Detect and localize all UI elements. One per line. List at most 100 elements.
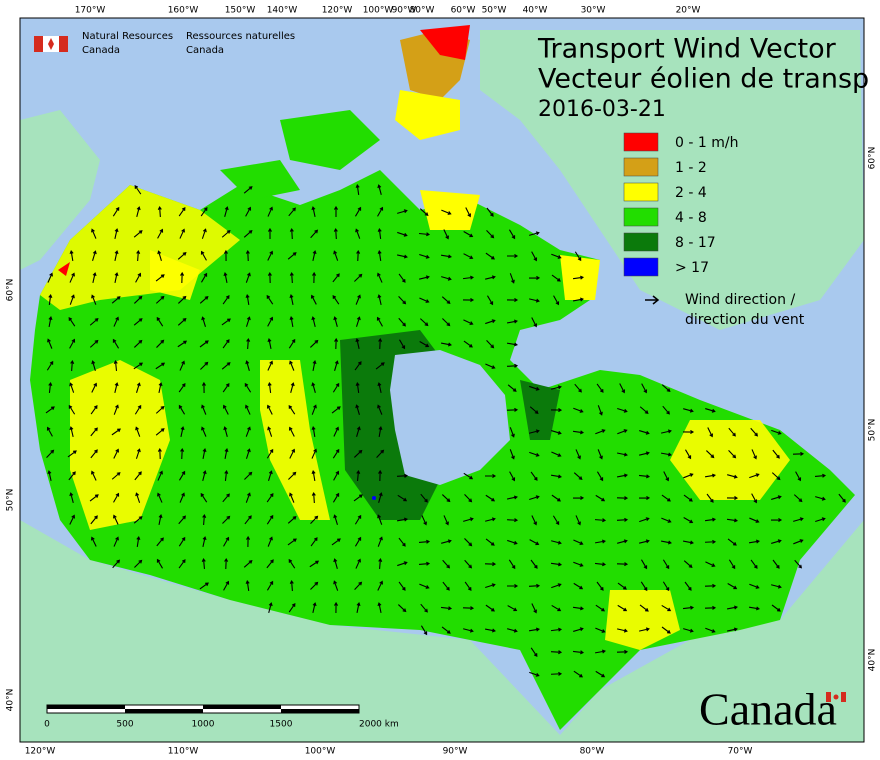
wind-arrow xyxy=(506,342,518,347)
wind-arrow xyxy=(507,384,517,392)
wind-arrow xyxy=(596,383,604,393)
wind-arrow xyxy=(245,316,251,327)
wind-arrow xyxy=(48,316,53,328)
wind-arrow xyxy=(354,536,362,547)
wind-arrow xyxy=(69,492,74,503)
wind-arrow xyxy=(69,338,76,349)
wind-arrow xyxy=(704,473,716,478)
wind-arrow xyxy=(69,426,74,437)
longitude-label: 60°W xyxy=(451,6,476,16)
wind-arrow xyxy=(551,494,561,502)
wind-arrow xyxy=(685,449,692,460)
wind-arrow xyxy=(815,517,826,523)
wind-arrow xyxy=(771,429,782,435)
wind-arrow xyxy=(771,604,781,612)
longitude-label: 90°W xyxy=(392,6,417,16)
wind-arrow xyxy=(333,558,338,569)
wind-arrow xyxy=(419,275,430,280)
longitude-label: 20°W xyxy=(676,6,701,16)
wind-arrow xyxy=(354,206,362,217)
wind-arrow xyxy=(333,205,339,218)
wind-arrow xyxy=(462,298,475,303)
wind-arrow xyxy=(288,338,296,349)
wind-arrow xyxy=(311,404,317,415)
wind-arrow xyxy=(378,492,383,503)
wind-arrow xyxy=(134,559,143,568)
wind-arrow xyxy=(617,604,628,612)
wind-arrow xyxy=(288,602,296,613)
wind-arrow xyxy=(311,382,316,393)
latitude-label: 40°N xyxy=(6,689,16,712)
wind-zone xyxy=(605,590,680,650)
wind-arrow xyxy=(573,561,584,567)
wind-arrow xyxy=(550,408,563,413)
wind-arrow xyxy=(551,253,562,259)
wind-arrow xyxy=(639,451,650,456)
wind-arrow xyxy=(202,536,207,548)
wind-arrow xyxy=(506,363,519,368)
longitude-label: 90°W xyxy=(443,747,468,757)
wind-arrow xyxy=(529,451,540,457)
longitude-label: 40°W xyxy=(523,6,548,16)
wind-arrow xyxy=(178,536,186,547)
wind-arrow xyxy=(354,514,362,525)
agency: Canada xyxy=(82,45,120,56)
wind-arrow xyxy=(464,538,473,547)
wind-arrow xyxy=(728,449,737,459)
wind-arrow xyxy=(550,562,563,567)
agency: Ressources naturelles xyxy=(186,31,295,42)
wind-arrow xyxy=(333,316,338,327)
wind-arrow xyxy=(202,470,207,481)
wind-arrow xyxy=(47,470,52,482)
wind-arrow xyxy=(221,318,231,326)
wind-arrow xyxy=(616,649,629,654)
wind-arrow xyxy=(156,316,164,327)
wind-arrow xyxy=(177,340,188,348)
wind-arrow xyxy=(573,472,583,481)
wind-arrow xyxy=(289,448,296,459)
wind-arrow xyxy=(157,228,164,239)
wind-arrow xyxy=(133,230,143,238)
wind-arrow xyxy=(243,560,253,568)
wind-arrow xyxy=(550,474,562,479)
legend-label: 8 - 17 xyxy=(675,235,716,251)
wind-arrow xyxy=(398,295,407,305)
scale-label: 1000 xyxy=(192,720,215,730)
wind-zone xyxy=(395,90,460,140)
wind-arrow xyxy=(485,604,495,612)
wind-arrow xyxy=(508,229,516,240)
wind-arrow xyxy=(442,559,451,569)
wind-arrow xyxy=(397,561,408,567)
wind-arrow xyxy=(91,294,97,305)
wind-arrow xyxy=(222,404,229,415)
wind-arrow xyxy=(575,449,581,460)
wind-arrow xyxy=(90,515,98,525)
wind-arrow xyxy=(464,494,473,503)
wind-arrow xyxy=(266,492,274,503)
wind-arrow xyxy=(47,338,53,349)
wind-arrow xyxy=(727,583,738,590)
wind-arrow xyxy=(662,405,670,415)
wind-arrow xyxy=(135,426,141,437)
wind-arrow xyxy=(177,317,187,326)
wind-arrow xyxy=(331,406,341,414)
wind-arrow xyxy=(178,470,186,481)
wind-arrow xyxy=(69,250,74,262)
wind-arrow xyxy=(573,627,584,632)
wind-arrow xyxy=(333,250,339,261)
wind-arrow xyxy=(223,272,228,284)
wind-arrow xyxy=(550,650,563,655)
wind-arrow xyxy=(246,535,251,548)
wind-arrow xyxy=(420,603,428,613)
alaska xyxy=(20,110,100,270)
wind-arrow xyxy=(398,581,406,591)
wind-arrow xyxy=(89,494,99,502)
wind-arrow xyxy=(462,606,475,611)
wind-arrow xyxy=(222,515,231,524)
wind-arrow xyxy=(704,583,717,588)
latitude-label: 40°N xyxy=(868,649,878,672)
legend-swatch xyxy=(623,132,659,152)
wind-arrow xyxy=(134,184,142,195)
wind-arrow xyxy=(267,536,273,547)
wind-arrow xyxy=(355,338,360,349)
